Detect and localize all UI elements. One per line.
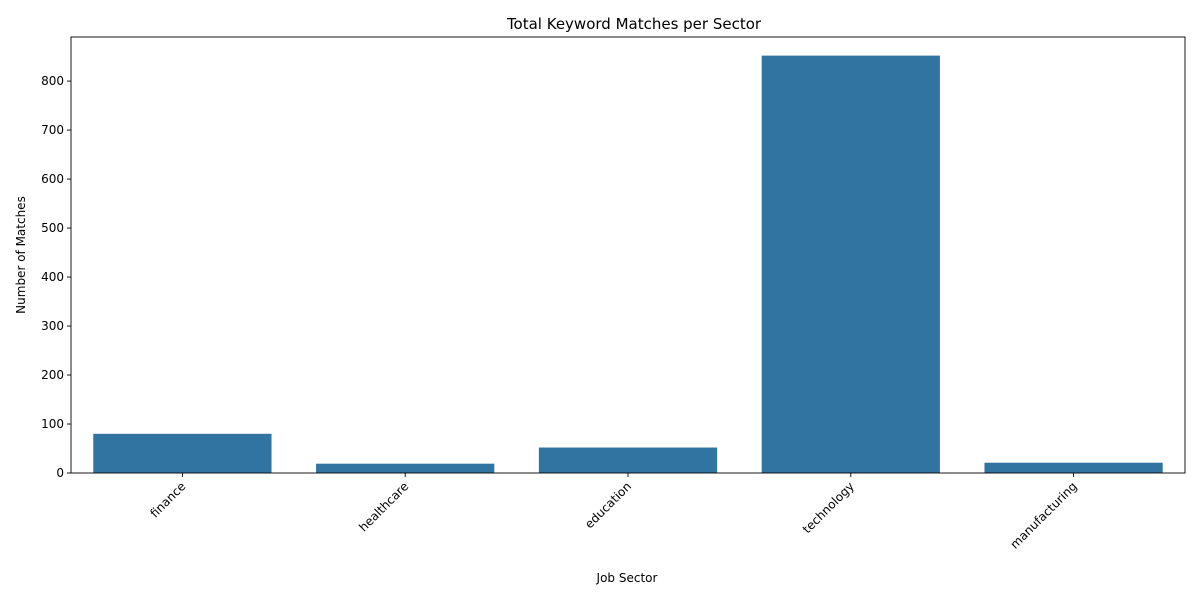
x-axis-label: Job Sector — [596, 571, 658, 585]
x-axis-ticks: finance healthcare education technology manu… — [147, 473, 1080, 552]
x-tick-label: manufacturing — [1007, 479, 1079, 551]
x-tick-label: education — [582, 479, 634, 531]
bar-healthcare — [316, 463, 495, 473]
y-tick-label: 100 — [41, 417, 64, 431]
y-tick-label: 400 — [41, 270, 64, 284]
y-tick-label: 300 — [41, 319, 64, 333]
bar-manufacturing — [984, 462, 1163, 473]
x-tick-label: finance — [147, 479, 188, 520]
y-tick-label: 200 — [41, 368, 64, 382]
bars-group — [93, 55, 1163, 474]
bar-technology — [761, 55, 940, 474]
y-tick-label: 700 — [41, 123, 64, 137]
x-tick-label: technology — [800, 479, 857, 536]
plot-area-frame — [70, 36, 1186, 474]
chart-title: Total Keyword Matches per Sector — [506, 15, 762, 33]
x-tick-label: healthcare — [356, 479, 411, 534]
y-axis-ticks: 0 100 200 300 400 500 600 700 800 — [41, 74, 71, 480]
y-axis-label: Number of Matches — [14, 196, 28, 314]
bar-education — [538, 447, 718, 473]
bar-finance — [93, 433, 272, 473]
y-tick-label: 600 — [41, 172, 64, 186]
y-tick-label: 800 — [41, 74, 64, 88]
y-tick-label: 500 — [41, 221, 64, 235]
y-tick-label: 0 — [56, 466, 64, 480]
